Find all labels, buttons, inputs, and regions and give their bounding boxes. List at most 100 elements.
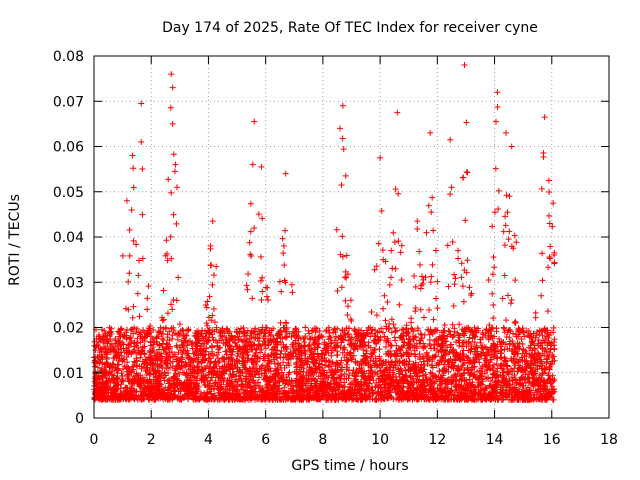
data-point [144, 306, 151, 313]
data-point [298, 361, 305, 368]
data-point [375, 336, 382, 343]
data-point [490, 254, 497, 261]
data-point [502, 222, 509, 229]
data-point [333, 226, 340, 233]
data-point [246, 239, 253, 246]
data-point [466, 284, 473, 291]
data-point [525, 328, 532, 335]
data-point [508, 374, 515, 381]
data-point [178, 347, 185, 354]
data-point [167, 233, 174, 240]
data-point [387, 353, 394, 360]
data-point [128, 206, 135, 213]
data-point [549, 396, 556, 403]
data-point [391, 334, 398, 341]
data-point [123, 336, 130, 343]
data-point [545, 264, 552, 271]
data-point [243, 282, 250, 289]
data-point [425, 202, 432, 209]
data-point [443, 338, 450, 345]
data-point [185, 326, 192, 333]
data-point [282, 350, 289, 357]
data-point [518, 336, 525, 343]
data-point [173, 220, 180, 227]
data-point [235, 337, 242, 344]
data-point [141, 385, 148, 392]
data-point [419, 280, 426, 287]
data-point [176, 321, 183, 328]
data-point [412, 283, 419, 290]
data-point [259, 215, 266, 222]
data-point [444, 242, 451, 249]
data-point [449, 334, 456, 341]
data-point [421, 366, 428, 373]
data-point [236, 375, 243, 382]
data-point [328, 339, 335, 346]
data-point [426, 340, 433, 347]
data-point [263, 293, 270, 300]
data-point [507, 300, 514, 307]
data-point [92, 363, 99, 370]
data-point [508, 296, 515, 303]
data-point [458, 260, 465, 267]
data-point [426, 306, 433, 313]
data-point [237, 369, 244, 376]
data-point [213, 263, 220, 270]
data-point [131, 339, 138, 346]
data-point [395, 345, 402, 352]
data-point [232, 340, 239, 347]
data-point [208, 262, 215, 269]
data-point [388, 329, 395, 336]
data-point [395, 238, 402, 245]
data-point [328, 366, 335, 373]
data-point [165, 380, 172, 387]
data-point [392, 328, 399, 335]
data-point [162, 324, 169, 331]
data-point [456, 321, 463, 328]
data-point [244, 286, 251, 293]
data-point [282, 319, 289, 326]
data-point [306, 330, 313, 337]
data-point [371, 347, 378, 354]
data-point [228, 354, 235, 361]
data-point [126, 270, 133, 277]
data-point [126, 252, 133, 259]
data-point [396, 346, 403, 353]
data-point [257, 349, 264, 356]
data-point [492, 165, 499, 172]
data-point [551, 260, 558, 267]
data-point [248, 252, 255, 259]
data-point [397, 249, 404, 256]
data-point [200, 340, 207, 347]
data-point [205, 355, 212, 362]
data-point [541, 347, 548, 354]
data-point [433, 336, 440, 343]
data-point [417, 261, 424, 268]
data-point [388, 316, 395, 323]
data-point [203, 320, 210, 327]
data-point [348, 380, 355, 387]
data-point [224, 327, 231, 334]
data-point [464, 169, 471, 176]
data-point [121, 356, 128, 363]
data-point [399, 343, 406, 350]
data-point [159, 317, 166, 324]
data-point [267, 368, 274, 375]
data-point [117, 333, 124, 340]
data-point [204, 298, 211, 305]
data-point [501, 329, 508, 336]
data-point [547, 255, 554, 262]
data-point [278, 348, 285, 355]
data-point [521, 333, 528, 340]
data-point [547, 345, 554, 352]
data-point [137, 354, 144, 361]
data-point [130, 184, 137, 191]
data-point [387, 274, 394, 281]
data-point [119, 340, 126, 347]
data-point [463, 377, 470, 384]
data-point [511, 232, 518, 239]
data-point [412, 308, 419, 315]
data-point [167, 104, 174, 111]
data-point [348, 391, 355, 398]
data-point [539, 250, 546, 257]
